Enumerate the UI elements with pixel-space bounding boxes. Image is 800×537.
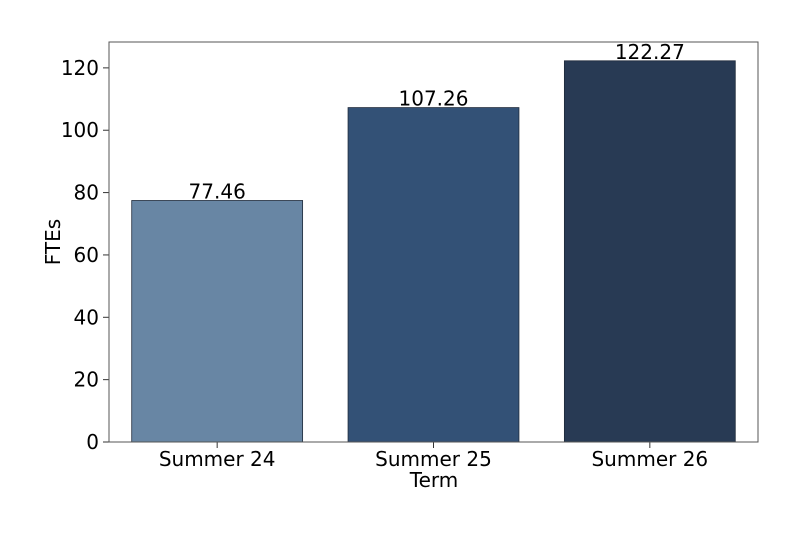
y-tick-label: 40 bbox=[74, 305, 99, 329]
y-axis-label: FTEs bbox=[41, 219, 65, 265]
plot-frame bbox=[108, 41, 759, 443]
y-tick-label: 60 bbox=[74, 243, 99, 267]
y-tick-label: 120 bbox=[61, 56, 99, 80]
y-tick-label: 0 bbox=[86, 430, 99, 454]
value-label: 77.46 bbox=[189, 180, 246, 204]
value-label: 122.27 bbox=[615, 40, 685, 64]
x-tick-label: Summer 26 bbox=[591, 447, 708, 471]
bar bbox=[347, 107, 520, 443]
bar bbox=[563, 60, 736, 443]
x-tick-label: Summer 25 bbox=[375, 447, 492, 471]
bar bbox=[131, 200, 304, 443]
x-axis-label: Term bbox=[409, 468, 458, 492]
y-tick-label: 80 bbox=[74, 181, 99, 205]
x-tick-label: Summer 24 bbox=[159, 447, 276, 471]
value-label: 107.26 bbox=[399, 87, 469, 111]
y-tick-label: 100 bbox=[61, 118, 99, 142]
y-tick-label: 20 bbox=[74, 368, 99, 392]
